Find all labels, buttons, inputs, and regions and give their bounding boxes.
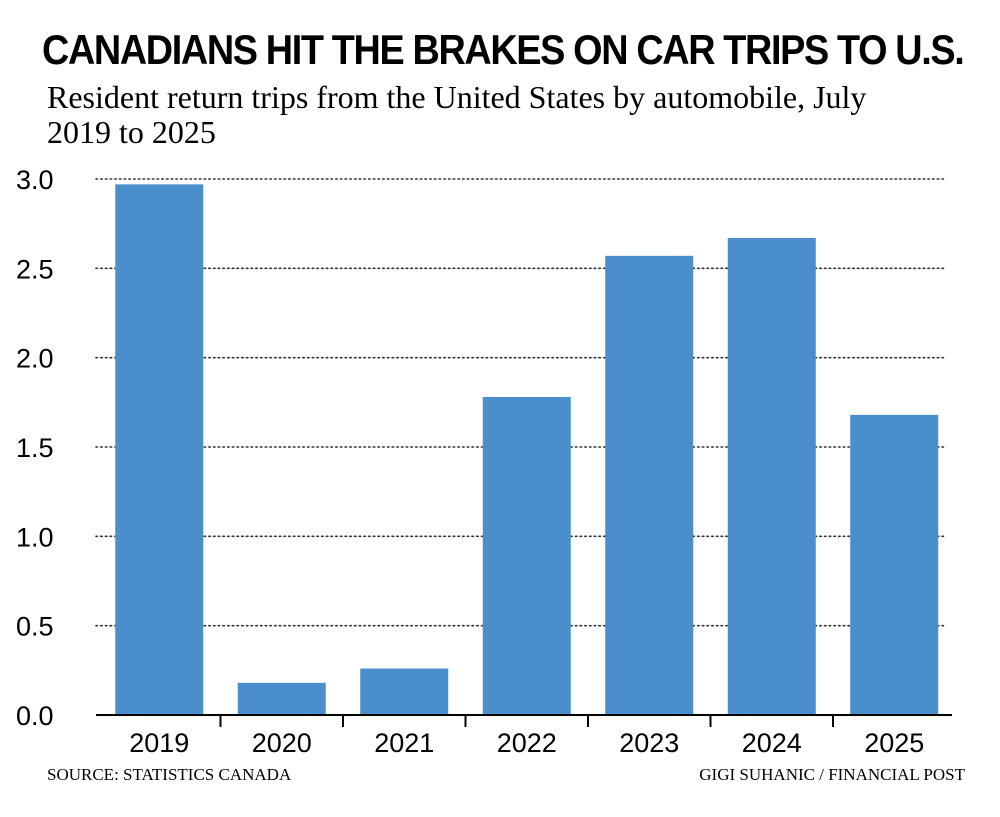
- chart-title: CANADIANS HIT THE BRAKES ON CAR TRIPS TO…: [42, 26, 965, 73]
- y-tick-label: 0.0: [16, 701, 54, 731]
- y-tick-label: 0.5: [16, 612, 54, 642]
- credit-note: GIGI SUHANIC / FINANCIAL POST: [699, 765, 965, 784]
- bar-2019: [115, 184, 204, 716]
- y-tick-label: 3.0: [16, 165, 54, 195]
- bar-2024: [727, 237, 816, 715]
- x-tick-label: 2025: [864, 728, 924, 758]
- bar-2020: [237, 682, 326, 715]
- bar-2025: [850, 414, 939, 715]
- x-tick-label: 2019: [129, 728, 189, 758]
- bar-2021: [360, 668, 449, 715]
- x-tick-label: 2020: [252, 728, 312, 758]
- bar-2023: [605, 255, 694, 715]
- x-tick-label: 2024: [742, 728, 802, 758]
- source-note: SOURCE: STATISTICS CANADA: [47, 765, 292, 784]
- bar-2022: [482, 396, 571, 715]
- y-tick-label: 1.0: [16, 522, 54, 552]
- x-tick-label: 2022: [497, 728, 557, 758]
- y-tick-label: 1.5: [16, 433, 54, 463]
- x-tick-label: 2021: [374, 728, 434, 758]
- y-tick-label: 2.0: [16, 344, 54, 374]
- y-tick-label: 2.5: [16, 254, 54, 284]
- x-tick-label: 2023: [619, 728, 679, 758]
- chart-subtitle: Resident return trips from the United St…: [47, 79, 867, 150]
